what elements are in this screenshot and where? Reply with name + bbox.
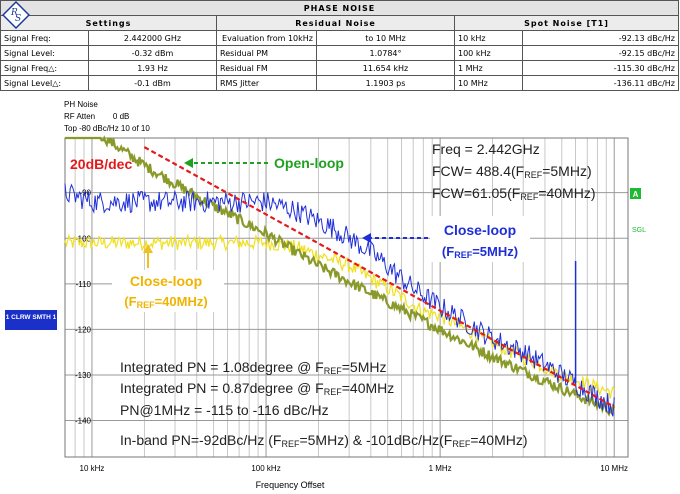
- x-axis-label: Frequency Offset: [256, 480, 325, 490]
- annotation-ipn2: Integrated PN = 0.87degree @ FREF=40MHz: [120, 380, 394, 397]
- y-tick-label: -110: [76, 280, 92, 289]
- x-tick-label: 10 MHz: [600, 464, 628, 473]
- trace-close_5: [64, 183, 615, 417]
- badge-a: [630, 188, 641, 199]
- x-tick-label: 100 kHz: [251, 464, 280, 473]
- trace-label-badge: [5, 310, 57, 330]
- annotation-inband: In-band PN=-92dBc/Hz (FREF=5MHz) & -101d…: [120, 432, 528, 449]
- instrument-line-3: Top -80 dBc/Hz 10 of 10: [64, 124, 150, 133]
- close5-arrow-head: [362, 233, 371, 243]
- annotation-fcw2: FCW=61.05(FREF=40MHz): [432, 185, 596, 202]
- annotation-close40-l1: Close-loop: [130, 273, 202, 289]
- traces: [64, 135, 616, 417]
- badge-sgl: SGL: [632, 227, 646, 234]
- y-tick-label: -90: [79, 189, 91, 198]
- slope-line: [143, 146, 615, 408]
- annotation-slope: 20dB/dec: [70, 156, 132, 172]
- rohde-schwarz-logo-icon: R S: [2, 1, 30, 29]
- y-tick-label: -120: [75, 325, 92, 334]
- x-tick-label: 10 kHz: [80, 464, 105, 473]
- annotation-fcw1: FCW= 488.4(FREF=5MHz): [432, 163, 592, 180]
- y-tick-label: -140: [75, 417, 92, 426]
- trace-open_loop: [65, 135, 616, 417]
- settings-title: Settings: [0, 15, 217, 31]
- annotation-ipn1: Integrated PN = 1.08degree @ FREF=5MHz: [120, 359, 386, 376]
- svg-text:S: S: [15, 14, 21, 24]
- annotation-close5-l2: (FREF=5MHz): [442, 244, 518, 260]
- y-tick-label: -100: [75, 234, 92, 243]
- plot-frame: [64, 137, 629, 458]
- y-tick-labels: -90 -100 -110 -120 -130 -140: [75, 189, 92, 426]
- spot-label: 10 MHz: [454, 75, 523, 91]
- svg-text:R: R: [10, 8, 18, 18]
- header-table: PHASE NOISE Settings Residual Noise Spot…: [0, 0, 679, 91]
- annotation-pn1m: PN@1MHz = -115 to -116 dBc/Hz: [120, 402, 329, 418]
- x-tick-labels: 10 kHz 100 kHz 1 MHz 10 MHz: [80, 464, 628, 473]
- y-tick-label: -130: [75, 371, 92, 380]
- instrument-line-1: PH Noise: [64, 100, 98, 109]
- open-loop-arrow-head: [184, 158, 193, 168]
- trace-label-text: 1 CLRW SMTH 1: [6, 314, 57, 321]
- annotation-close5-l1: Close-loop: [444, 222, 516, 238]
- annotation-close40-l2: (FREF=40MHz): [124, 294, 207, 310]
- annotation-open-loop: Open-loop: [274, 155, 344, 171]
- header-title: PHASE NOISE: [0, 0, 679, 16]
- spot-value: -136.11 dBc/Hz: [522, 75, 679, 91]
- close40-label-bg: [112, 270, 224, 312]
- close40-arrow-head: [143, 244, 153, 253]
- row-label: Signal Level△:: [0, 75, 89, 91]
- x-tick-label: 1 MHz: [429, 464, 452, 473]
- instrument-line-2: RF Atten 0 dB: [64, 112, 129, 121]
- phase-noise-header: PHASE NOISE Settings Residual Noise Spot…: [0, 0, 679, 94]
- close5-label-bg: [430, 216, 530, 262]
- badge-a-text: A: [633, 190, 639, 199]
- annotation-freq: Freq = 2.442GHz: [432, 141, 540, 157]
